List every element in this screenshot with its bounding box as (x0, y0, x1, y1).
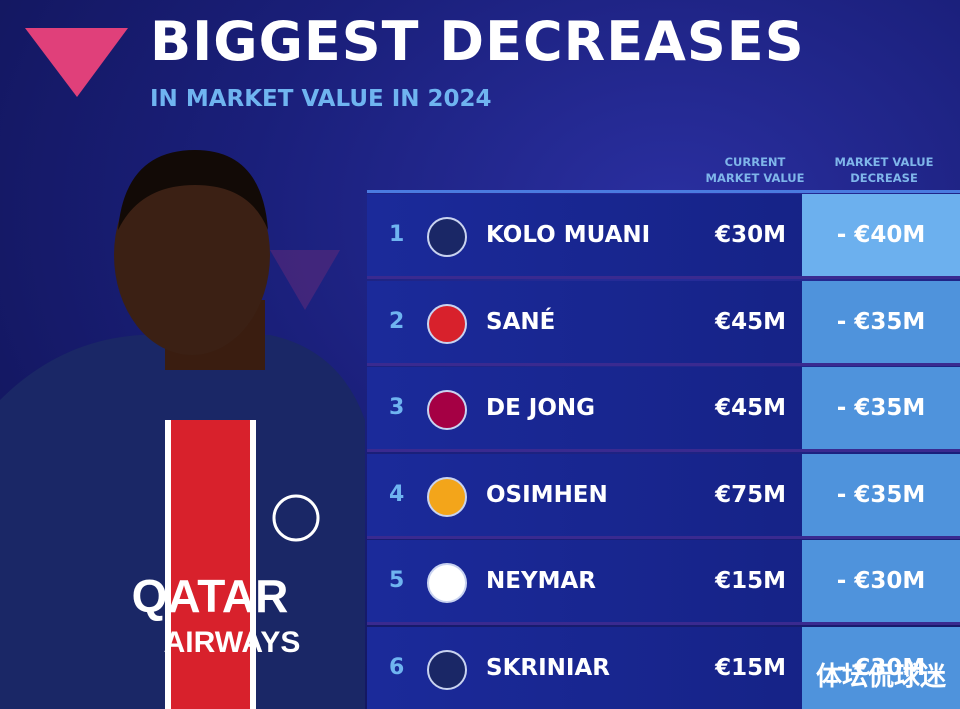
player-name: KOLO MUANI (486, 222, 651, 248)
decrease-value: - €35M (836, 308, 926, 335)
decrease-cell: - €30M (802, 540, 960, 622)
club-logo (427, 303, 467, 344)
table-row: 6 SKRINIAR €15M - €30M (367, 626, 960, 709)
decrease-cell: - €35M (802, 453, 960, 536)
player-name: SKRINIAR (486, 654, 610, 681)
player-name: DE JONG (486, 395, 596, 421)
club-logo (427, 390, 467, 430)
rank: 5 (389, 568, 405, 593)
player-name: NEYMAR (486, 568, 597, 594)
svg-text:QATAR: QATAR (132, 570, 289, 622)
decrease-value: - €40M (836, 222, 926, 248)
decrease-cell: - €35M (802, 367, 960, 449)
column-header: MARKET VALUE DECREASE (834, 155, 934, 185)
current-value: €15M (715, 654, 786, 681)
title: BIGGEST DECREASES (150, 10, 805, 73)
table-row: 3 DE JONG €45M - €35M (367, 367, 960, 452)
rank: 1 (389, 222, 405, 247)
decrease-cell: - €35M (802, 280, 960, 363)
club-logo (427, 563, 467, 603)
column-header: CURRENT MARKET VALUE (705, 155, 805, 185)
rank: 2 (389, 308, 405, 334)
decrease-value: - €30M (836, 568, 926, 594)
club-logo (427, 476, 467, 517)
triangle-bg (270, 250, 340, 310)
current-value: €75M (715, 481, 786, 508)
decrease-value: - €30M (836, 654, 926, 681)
decrease-value: - €35M (836, 395, 926, 421)
player-name: OSIMHEN (486, 481, 608, 508)
table-rule (367, 190, 960, 193)
decrease-cell: - €30M (802, 626, 960, 709)
rank: 3 (389, 395, 405, 420)
player-name: SANÉ (486, 308, 556, 335)
player-photo: QATAR AIRWAYS (0, 150, 365, 709)
table-row: 1 KOLO MUANI €30M - €40M (367, 194, 960, 279)
current-value: €45M (715, 395, 786, 421)
table-row: 5 NEYMAR €15M - €30M (367, 540, 960, 625)
table-row: 2 SANÉ €45M - €35M (367, 280, 960, 366)
watermark: 体坛侃球迷 (815, 662, 946, 692)
current-value: €30M (715, 222, 786, 248)
club-logo (427, 217, 467, 257)
rank: 4 (389, 481, 405, 507)
decrease-cell: - €40M (802, 194, 960, 276)
rank: 6 (389, 654, 405, 680)
decrease-value: - €35M (836, 481, 926, 508)
current-value: €15M (715, 568, 786, 594)
current-value: €45M (715, 308, 786, 335)
table-row: 4 OSIMHEN €75M - €35M (367, 453, 960, 539)
triangle-icon (25, 28, 128, 97)
svg-text:AIRWAYS: AIRWAYS (164, 626, 301, 659)
subtitle: IN MARKET VALUE IN 2024 (150, 86, 492, 112)
club-logo (427, 649, 467, 690)
